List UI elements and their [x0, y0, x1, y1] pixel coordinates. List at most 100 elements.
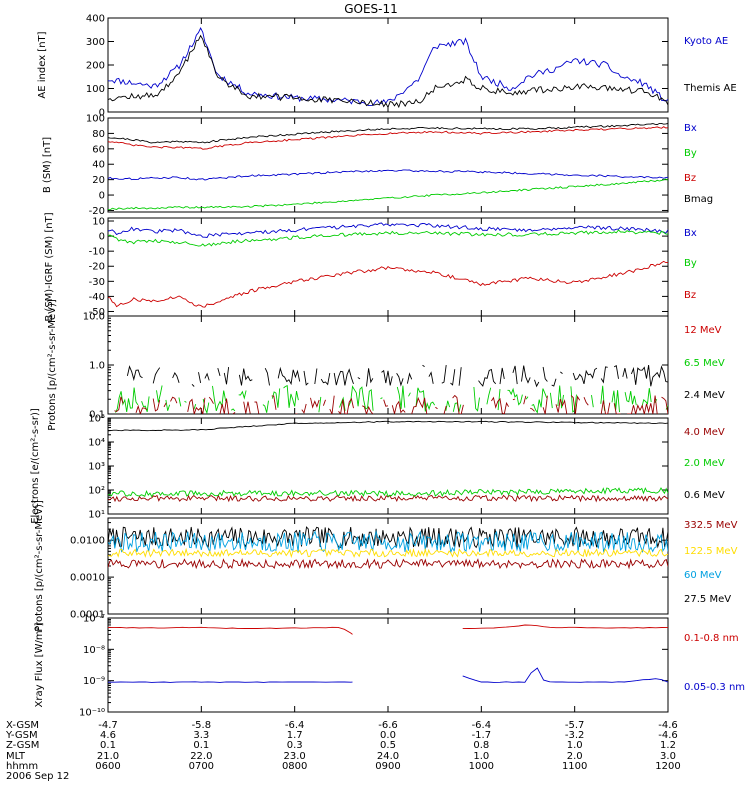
series-line	[641, 387, 652, 408]
series-line	[243, 401, 251, 414]
series-line	[549, 392, 553, 409]
legend-label: 332.5 MeV	[684, 520, 738, 531]
series-line	[435, 406, 438, 410]
series-line	[348, 385, 374, 411]
series-line	[406, 372, 413, 384]
footer-value: -4.6	[658, 730, 678, 741]
series-line	[428, 371, 434, 384]
series-line	[525, 396, 529, 400]
series-line	[507, 387, 523, 406]
series-line	[314, 368, 318, 385]
series-line	[462, 624, 668, 629]
footer-value: 1.0	[473, 751, 489, 762]
series-line	[310, 397, 320, 409]
series-line	[108, 558, 668, 570]
series-line	[542, 366, 548, 382]
y-tick-label: -20	[89, 206, 105, 217]
legend-label: By	[684, 148, 697, 159]
series-line	[277, 366, 301, 386]
panel-frame	[107, 617, 669, 713]
y-tick-label: 10⁴	[88, 438, 105, 449]
y-tick-label: -20	[89, 262, 105, 273]
series-line	[108, 260, 668, 308]
footer-value: 0700	[189, 761, 214, 772]
series-line	[217, 367, 221, 377]
series-line	[600, 400, 611, 414]
series-line	[108, 178, 668, 211]
footer-row-label: Y-GSM	[5, 730, 38, 741]
y-tick-label: -10	[89, 247, 105, 258]
series-line	[238, 390, 247, 400]
legend-label: 2.0 MeV	[684, 458, 725, 469]
series-line	[661, 396, 668, 414]
y-tick-label: 10²	[88, 486, 105, 497]
y-tick-label: 200	[86, 61, 105, 72]
y-axis-label: AE index [nT]	[37, 31, 48, 98]
footer-value: 0.0	[380, 730, 396, 741]
y-axis-label: Electrons [e/(cm²-s-sr)]	[30, 408, 41, 524]
y-tick-label: 10⁻⁹	[83, 676, 105, 687]
series-line	[600, 366, 608, 384]
series-line	[193, 403, 197, 410]
y-tick-label: 10	[92, 217, 105, 228]
legend-label: Bz	[684, 173, 696, 184]
footer-row-label: Z-GSM	[6, 740, 39, 751]
y-tick-label: -40	[89, 292, 105, 303]
series-line	[411, 396, 428, 414]
y-tick-label: 10⁻⁷	[83, 614, 105, 625]
series-line	[204, 372, 210, 381]
series-line	[473, 386, 480, 412]
series-line	[271, 395, 277, 410]
series-line	[108, 420, 668, 432]
series-line	[396, 385, 406, 409]
footer-value: -1.7	[472, 730, 492, 741]
footer-value: 1.2	[660, 740, 676, 751]
legend-label: 27.5 MeV	[684, 594, 731, 605]
footer-value: -3.2	[565, 730, 585, 741]
legend-label: 2.4 MeV	[684, 390, 725, 401]
series-line	[624, 391, 637, 406]
footer-value: 23.0	[284, 751, 306, 762]
series-line	[114, 396, 124, 413]
series-line	[318, 396, 322, 413]
footer-row-label: X-GSM	[6, 720, 39, 731]
series-line	[115, 387, 139, 413]
series-line	[333, 368, 354, 386]
footer-value: -4.7	[98, 720, 118, 731]
series-line	[320, 373, 331, 386]
series-line	[338, 397, 354, 414]
footer-value: 3.0	[660, 751, 676, 762]
footer-value: 0600	[95, 761, 120, 772]
footer-value: 1100	[562, 761, 587, 772]
y-tick-label: 10.0	[83, 312, 105, 323]
series-line	[542, 395, 548, 414]
series-line	[108, 494, 668, 503]
series-line	[381, 369, 393, 386]
series-line	[212, 385, 228, 412]
series-line	[523, 395, 527, 405]
series-line	[329, 395, 335, 414]
series-line	[362, 405, 374, 414]
footer-date: 2006 Sep 12	[6, 771, 69, 782]
y-axis-label: Protons [p/(cm²-s-sr-MeV)]	[34, 500, 45, 632]
series-line	[462, 667, 668, 683]
series-line	[613, 365, 619, 379]
series-line	[108, 122, 668, 144]
legend-label: 6.5 MeV	[684, 358, 725, 369]
series-line	[445, 400, 451, 411]
y-tick-label: 0	[99, 108, 105, 119]
series-line	[178, 397, 182, 407]
y-tick-label: 20	[92, 175, 105, 186]
legend-label: 0.05-0.3 nm	[684, 682, 745, 693]
series-line	[108, 34, 668, 109]
y-tick-label: 300	[86, 37, 105, 48]
y-axis-label: Xray Flux [W/m²]	[34, 622, 45, 707]
series-line	[570, 395, 581, 414]
footer-value: 0900	[375, 761, 400, 772]
legend-label: Themis AE	[683, 83, 737, 94]
series-line	[452, 394, 464, 414]
series-line	[512, 365, 518, 385]
y-tick-label: 10⁻¹⁰	[79, 708, 105, 719]
series-line	[570, 386, 577, 413]
